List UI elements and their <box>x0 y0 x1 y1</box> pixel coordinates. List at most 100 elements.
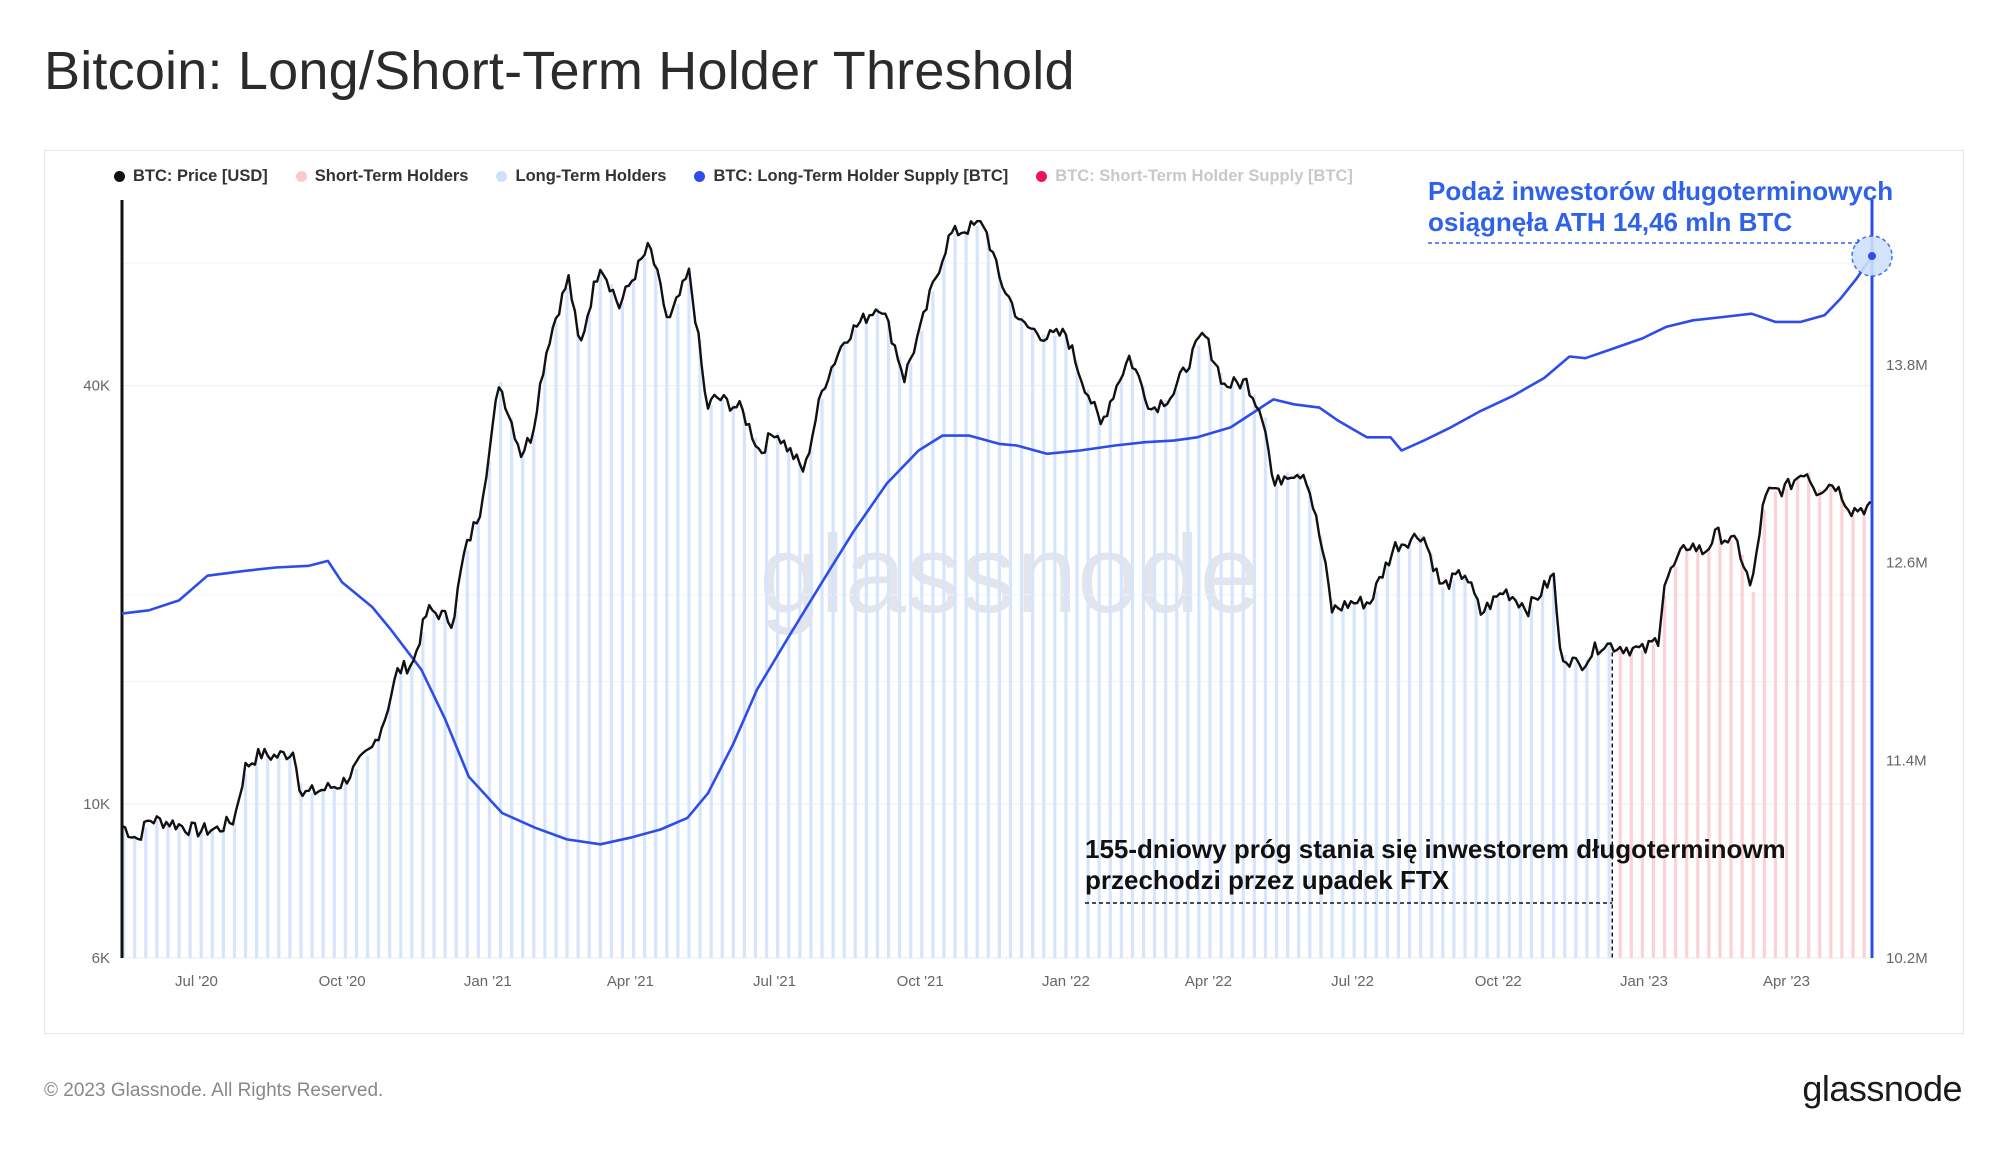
lth-bar <box>1252 394 1256 958</box>
lth-bar <box>1552 577 1556 958</box>
x-tick-label: Jan '21 <box>464 973 512 990</box>
lth-supply-line <box>121 255 1874 846</box>
sth-bar <box>1818 489 1822 958</box>
lth-bar <box>909 363 913 958</box>
lth-bar <box>1108 405 1112 958</box>
lth-bar <box>1208 344 1212 958</box>
lth-bar <box>343 781 347 958</box>
lth-bar <box>410 663 414 958</box>
sth-bar <box>1651 643 1656 958</box>
lth-bar <box>753 437 758 958</box>
lth-bar <box>299 783 303 958</box>
lth-bar <box>1130 360 1135 958</box>
lth-bar <box>986 233 990 959</box>
lth-bar <box>1452 580 1456 958</box>
lth-bar <box>133 834 137 958</box>
sth-bar <box>1629 648 1633 958</box>
x-tick-label: Jul '20 <box>175 973 218 990</box>
sth-bar <box>1784 488 1789 958</box>
lth-bar <box>1585 659 1589 958</box>
lth-bar <box>1064 334 1068 959</box>
lth-bar <box>886 321 891 959</box>
sth-bar <box>1729 540 1733 958</box>
lth-bar <box>1485 608 1489 958</box>
lth-bar <box>288 753 292 958</box>
lth-bar <box>1563 654 1567 958</box>
legend-item-sth-supply[interactable]: BTC: Short-Term Holder Supply [BTC] <box>1036 167 1353 186</box>
lth-bar <box>221 827 225 958</box>
x-tick-label: Jul '21 <box>753 973 796 990</box>
page-title: Bitcoin: Long/Short-Term Holder Threshol… <box>44 41 1075 101</box>
lth-bar <box>831 367 835 958</box>
glassnode-logo[interactable]: glassnode <box>1802 1068 1962 1109</box>
lth-bar <box>1286 472 1290 958</box>
y-left-tick-label: 40K <box>83 378 110 395</box>
lth-bar <box>443 616 447 958</box>
lth-bar <box>255 758 259 958</box>
lth-bar <box>1396 545 1401 958</box>
lth-bar <box>1341 606 1345 958</box>
lth-bar <box>1053 335 1057 959</box>
lth-bar <box>1186 366 1190 958</box>
lth-bar <box>609 284 613 958</box>
lth-bar <box>654 263 658 958</box>
lth-bar <box>598 269 602 958</box>
sth-bar <box>1851 509 1855 958</box>
sth-bar <box>1618 646 1622 958</box>
lth-bar <box>1529 606 1534 958</box>
lth-bar <box>199 830 203 958</box>
lth-bar <box>1352 602 1356 958</box>
footer-copyright: © 2023 Glassnode. All Rights Reserved. <box>44 1080 384 1101</box>
lth-bar <box>332 786 336 958</box>
lth-bar <box>975 225 979 959</box>
lth-bar <box>731 404 735 958</box>
sth-bar <box>1795 478 1800 958</box>
lth-bar <box>1319 535 1323 958</box>
y-left-tick-label: 10K <box>83 796 110 813</box>
lth-bar <box>676 303 680 958</box>
lth-bar <box>631 279 636 958</box>
lth-bar <box>1496 597 1500 958</box>
lth-bar <box>1097 417 1101 958</box>
series-lines <box>121 219 1874 846</box>
legend-item-price[interactable]: BTC: Price [USD] <box>114 167 268 186</box>
lth-bar <box>432 611 436 958</box>
chart-legend: BTC: Price [USD] Short-Term Holders Long… <box>114 167 1353 186</box>
lth-bar <box>1474 596 1478 958</box>
lth-bar <box>476 518 480 958</box>
x-tick-label: Apr '21 <box>607 973 654 990</box>
lth-bar <box>1607 644 1611 958</box>
sth-bar <box>1751 591 1755 958</box>
lth-bar <box>1419 534 1423 958</box>
lth-bar <box>521 452 525 958</box>
lth-bar <box>1263 417 1268 958</box>
legend-item-lth[interactable]: Long-Term Holders <box>496 167 666 186</box>
lth-bar <box>188 828 192 958</box>
lth-bar <box>177 824 181 958</box>
lth-bar <box>465 550 469 958</box>
legend-label-lth: Long-Term Holders <box>515 167 667 185</box>
legend-label-price: BTC: Price [USD] <box>133 167 268 185</box>
lth-bar <box>942 256 946 958</box>
lth-bar <box>210 829 214 958</box>
lth-bar <box>864 318 868 959</box>
sth-bar <box>1718 534 1722 958</box>
sth-bar <box>1640 650 1644 958</box>
lth-bar <box>1031 329 1035 958</box>
legend-item-lth-supply[interactable]: BTC: Long-Term Holder Supply [BTC] <box>694 167 1008 186</box>
lth-bar <box>698 339 702 958</box>
y-left-tick-label: 6K <box>92 950 110 967</box>
lth-bar <box>1374 590 1378 958</box>
lth-bar <box>1507 592 1511 958</box>
legend-dot-sth-icon <box>295 171 307 182</box>
ftx-annotation-line2: przechodzi przez upadek FTX <box>1085 865 1450 896</box>
legend-item-sth[interactable]: Short-Term Holders <box>295 167 468 186</box>
lth-bar <box>665 309 669 958</box>
lth-bar <box>1141 385 1146 958</box>
x-tick-label: Oct '20 <box>319 973 366 990</box>
sth-bar <box>1862 508 1866 958</box>
lth-bar <box>155 820 159 958</box>
lth-bar <box>1407 540 1412 958</box>
lth-bar <box>487 461 492 958</box>
